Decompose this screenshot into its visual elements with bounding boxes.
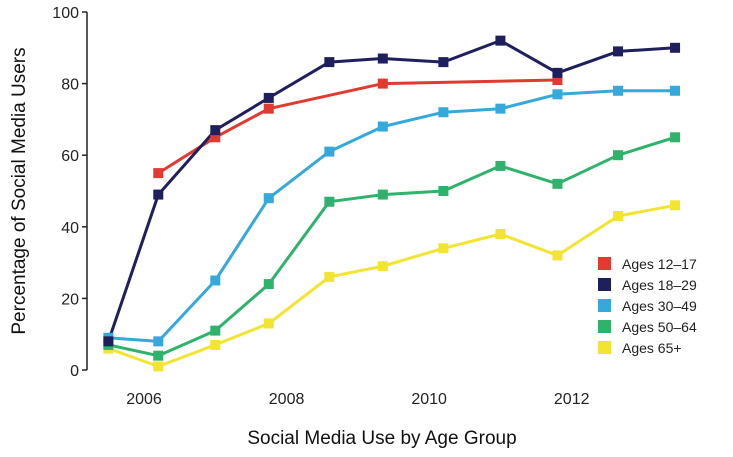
legend-swatch [598,341,611,354]
data-point-marker [552,89,563,100]
data-point-marker [324,146,335,157]
data-point-marker [103,336,114,347]
data-point-marker [495,228,506,239]
data-point-marker [552,178,563,189]
data-point-marker [613,85,624,96]
data-point-marker [324,271,335,282]
series-markers [103,35,681,372]
legend-label: Ages 18–29 [622,277,697,293]
data-point-marker [263,193,274,204]
data-point-marker [153,350,164,361]
data-point-marker [377,53,388,64]
series-line [108,89,676,343]
data-point-marker [670,132,681,143]
data-point-marker [495,35,506,46]
data-point-marker [670,85,681,96]
x-axis-title: Social Media Use by Age Group [247,428,516,449]
data-point-marker [153,336,164,347]
legend-swatch [598,299,611,312]
data-point-marker [153,189,164,200]
data-point-marker [210,325,221,336]
y-axis-ticks: 0 20 40 60 80 100 [52,5,87,380]
data-point-marker [552,250,563,261]
x-tick-label: 2008 [269,391,305,408]
legend-label: Ages 65+ [622,340,682,356]
data-point-marker [324,57,335,68]
series-lines [106,39,676,368]
y-tick-label: 100 [52,5,79,22]
y-tick-label: 60 [61,148,79,165]
legend: Ages 12–17 Ages 18–29 Ages 30–49 Ages 50–64… [598,256,697,356]
y-tick-label: 20 [61,291,79,308]
x-tick-label: 2010 [411,391,447,408]
data-point-marker [438,107,449,118]
series-line [108,135,676,358]
x-tick-label: 2012 [554,391,590,408]
data-point-marker [210,275,221,286]
data-point-marker [263,92,274,103]
data-point-marker [613,46,624,57]
legend-swatch [598,278,611,291]
data-point-marker [324,196,335,207]
data-point-marker [613,211,624,222]
legend-swatch [598,257,611,270]
series-line [106,39,676,342]
data-point-marker [377,261,388,272]
data-point-marker [377,121,388,132]
data-point-marker [377,78,388,89]
data-point-marker [670,42,681,53]
data-point-marker [552,67,563,78]
legend-label: Ages 12–17 [622,256,697,272]
data-point-marker [153,361,164,372]
data-point-marker [613,150,624,161]
data-point-marker [495,103,506,114]
legend-swatch [598,320,611,333]
y-tick-label: 80 [61,77,79,94]
series-line [107,203,676,368]
data-point-marker [153,168,164,179]
x-axis-ticks: 2006 2008 2010 2012 [126,391,589,408]
data-point-marker [263,318,274,329]
y-axis-title: Percentage of Social Media Users [9,47,30,334]
data-point-marker [438,186,449,196]
data-point-marker [210,339,221,350]
y-tick-label: 40 [61,220,79,237]
data-point-marker [263,103,274,114]
legend-label: Ages 30–49 [622,298,697,314]
data-point-marker [552,75,563,86]
legend-label: Ages 50–64 [622,319,697,335]
data-point-marker [210,132,221,143]
data-point-marker [210,125,221,136]
data-point-marker [495,160,506,171]
x-tick-label: 2006 [126,391,162,408]
data-point-marker [438,57,449,68]
data-point-marker [377,189,388,200]
data-point-marker [263,279,274,290]
y-tick-label: 0 [70,363,79,380]
data-point-marker [438,243,449,254]
data-point-marker [670,200,681,211]
